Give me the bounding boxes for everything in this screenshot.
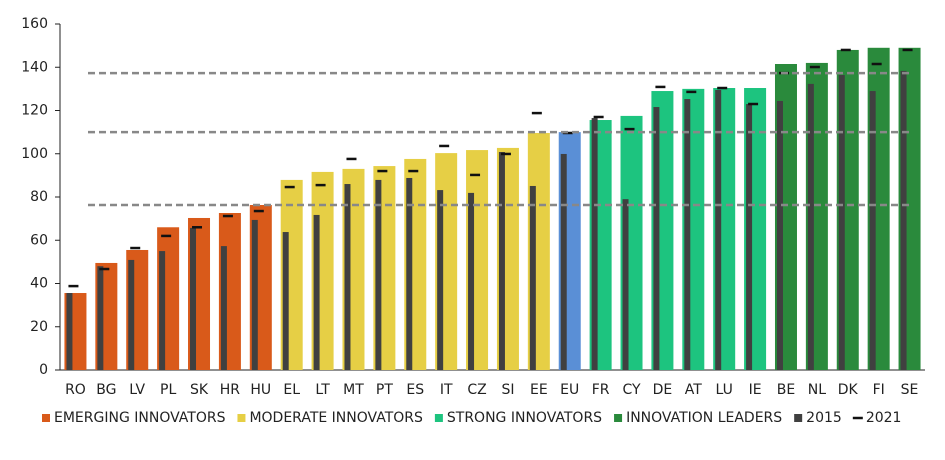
x-tick-label: HU — [250, 382, 271, 398]
x-tick-label: RO — [65, 382, 86, 398]
y-tick-label: 160 — [21, 16, 48, 32]
bar-2015 — [838, 75, 845, 370]
bar-2015 — [437, 190, 444, 370]
bar-2015 — [220, 246, 227, 370]
y-tick-label: 100 — [21, 146, 48, 162]
y-tick-label: 60 — [30, 232, 48, 248]
y-tick-label: 20 — [30, 319, 48, 335]
x-tick-label: MT — [343, 382, 364, 398]
bar-2015 — [406, 177, 413, 370]
x-tick-label: PT — [376, 382, 393, 398]
y-tick-label: 80 — [30, 189, 48, 205]
bar-2015 — [900, 70, 907, 371]
legend-swatch — [614, 414, 623, 422]
bar-2015 — [715, 89, 722, 371]
x-tick-label: BE — [777, 382, 795, 398]
y-tick-label: 40 — [30, 276, 48, 292]
x-tick-label: IE — [749, 382, 762, 398]
x-tick-label: NL — [808, 382, 826, 398]
x-tick-label: IT — [440, 382, 453, 398]
x-tick-label: LV — [129, 382, 145, 398]
bar-2015 — [807, 83, 814, 371]
bar-2015 — [746, 104, 753, 370]
bar-2015 — [375, 179, 382, 370]
y-tick-label: 120 — [21, 103, 48, 119]
bar-2015 — [66, 293, 73, 370]
legend-swatch — [794, 414, 803, 422]
x-tick-label: AT — [685, 382, 702, 398]
x-tick-label: DK — [838, 382, 859, 398]
legend-label: STRONG INNOVATORS — [447, 410, 602, 426]
bar-2015 — [344, 184, 351, 370]
bar-2015 — [498, 152, 505, 370]
legend-label: INNOVATION LEADERS — [626, 410, 782, 426]
legend-label: EMERGING INNOVATORS — [54, 410, 226, 426]
x-tick-label: SI — [501, 382, 514, 398]
bar-2015 — [591, 118, 598, 370]
x-tick-label: LT — [315, 382, 330, 398]
legend-swatch — [42, 414, 50, 422]
x-tick-label: EU — [560, 382, 579, 398]
bar-2015 — [313, 214, 320, 370]
x-tick-label: SK — [190, 382, 209, 398]
bar-2015 — [190, 227, 197, 370]
x-tick-label: BG — [96, 382, 116, 398]
x-tick-label: ES — [406, 382, 424, 398]
legend-label: 2015 — [806, 410, 842, 426]
x-tick-label: FR — [592, 382, 610, 398]
bar-2015 — [159, 251, 166, 370]
x-tick-label: SE — [901, 382, 919, 398]
x-tick-label: CZ — [467, 382, 486, 398]
x-tick-label: PL — [160, 382, 176, 398]
x-tick-label: HR — [220, 382, 241, 398]
bar-2015 — [653, 107, 660, 370]
bar-2015 — [869, 91, 876, 370]
legend-swatch — [237, 414, 246, 422]
bar-2015 — [622, 199, 629, 370]
bar-2015 — [529, 185, 536, 370]
legend-label: MODERATE INNOVATORS — [249, 410, 423, 426]
bar-2015 — [468, 192, 475, 370]
x-tick-label: DE — [653, 382, 673, 398]
bar-2015 — [251, 219, 258, 370]
bar-2015 — [776, 100, 783, 371]
bar-2015 — [97, 266, 104, 370]
y-tick-label: 0 — [39, 362, 48, 378]
legend-label: 2021 — [866, 410, 902, 426]
bar-2015 — [560, 153, 567, 370]
bar-2015 — [684, 99, 691, 370]
x-tick-label: FI — [873, 382, 885, 398]
x-tick-label: LU — [716, 382, 733, 398]
bar-2015 — [282, 232, 289, 370]
x-tick-label: EL — [283, 382, 300, 398]
bar-2015 — [128, 259, 135, 370]
x-tick-label: CY — [622, 382, 641, 398]
y-tick-label: 140 — [21, 59, 48, 75]
legend-swatch — [434, 414, 443, 422]
x-tick-label: EE — [530, 382, 548, 398]
